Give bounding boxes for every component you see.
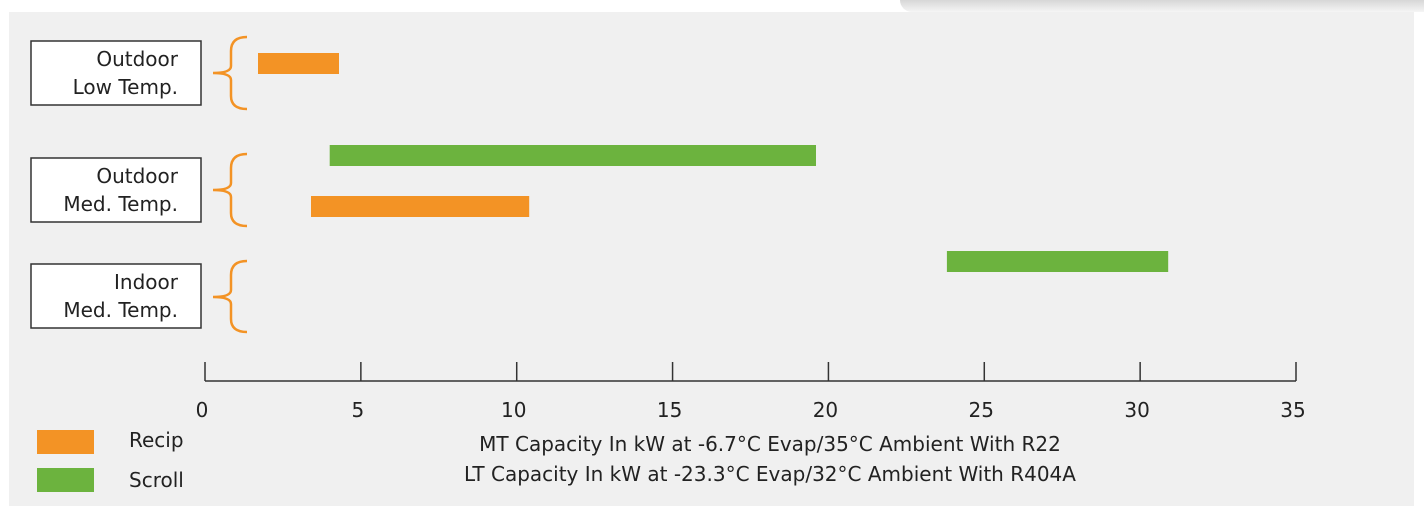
x-tick-label: 10 (501, 398, 526, 422)
group-label-line-1: Outdoor (96, 47, 178, 71)
bracket-icon (212, 259, 248, 334)
group-label-outdoor-low-temp: Outdoor Low Temp. (30, 35, 248, 111)
bar-outdoor-med-temp-recip (311, 196, 530, 217)
legend-label-recip: Recip (129, 428, 184, 452)
group-label-box (30, 263, 202, 329)
group-label-box (30, 40, 202, 106)
legend-label-scroll: Scroll (129, 468, 184, 492)
bar-outdoor-low-temp-recip (258, 53, 339, 74)
bracket-icon (212, 35, 248, 111)
chart-panel (9, 12, 1414, 506)
legend-swatch-scroll (37, 468, 94, 492)
top-shadow (900, 0, 1424, 12)
x-tick-label: 35 (1280, 398, 1305, 422)
legend: Recip Scroll (37, 428, 184, 492)
bar-outdoor-med-temp-scroll (329, 145, 816, 166)
group-label-box (30, 157, 202, 223)
x-tick-label: 15 (657, 398, 682, 422)
group-label-line-1: Outdoor (96, 164, 178, 188)
legend-swatch-recip (37, 430, 94, 454)
group-label-indoor-med-temp: Indoor Med. Temp. (30, 259, 248, 334)
group-label-line-2: Med. Temp. (63, 192, 178, 216)
x-axis-title-line-1: MT Capacity In kW at -6.7°C Evap/35°C Am… (479, 432, 1061, 456)
x-axis: 0 5 10 15 20 25 30 35 (196, 362, 1306, 422)
group-label-line-2: Low Temp. (73, 75, 178, 99)
group-label-line-1: Indoor (114, 270, 179, 294)
x-tick-label: 30 (1124, 398, 1149, 422)
group-label-line-2: Med. Temp. (63, 298, 178, 322)
x-tick-label: 5 (351, 398, 364, 422)
x-tick-label: 20 (813, 398, 838, 422)
bars-layer (258, 53, 1169, 272)
x-tick-label: 0 (196, 398, 209, 422)
bracket-icon (212, 152, 248, 228)
x-tick-label: 25 (969, 398, 994, 422)
bar-indoor-med-temp-scroll (946, 251, 1169, 272)
group-label-outdoor-med-temp: Outdoor Med. Temp. (30, 152, 248, 228)
x-axis-title-line-2: LT Capacity In kW at -23.3°C Evap/32°C A… (464, 462, 1076, 486)
